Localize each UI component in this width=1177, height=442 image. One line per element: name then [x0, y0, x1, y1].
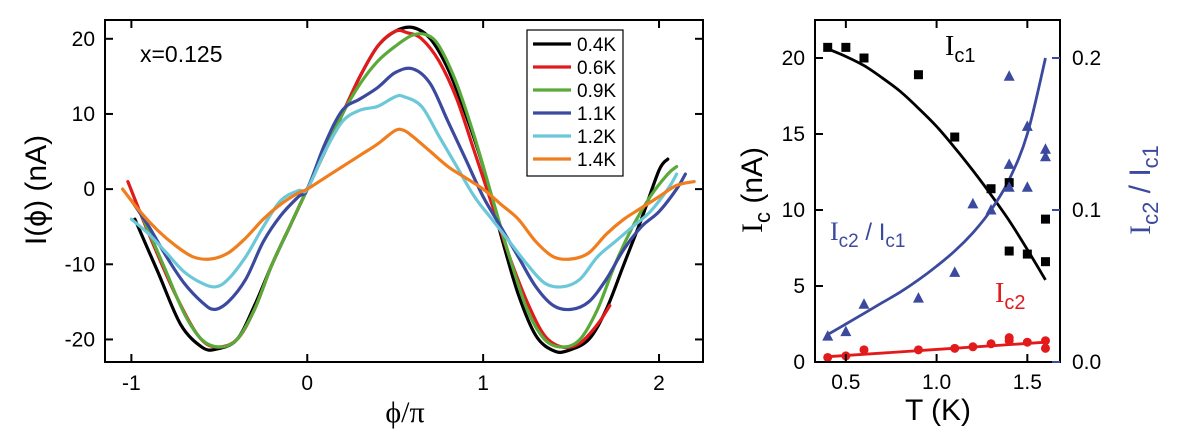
- left-x-axis-label: ϕ/π: [385, 396, 424, 429]
- right-x-tick-label: 0.5: [831, 371, 860, 394]
- right-panel: 0.5 1.0 1.5 0 5 10 15 20 0.0 0.1 0.2 T (K) Ic (nA)…: [736, 19, 1163, 427]
- data-point-Ic2-Ic1: [949, 266, 961, 277]
- right-x-axis-label: T (K): [905, 394, 971, 427]
- data-point-Ic2: [950, 343, 960, 353]
- data-point-Ic2: [1022, 337, 1032, 347]
- data-point-Ic2: [1004, 336, 1014, 346]
- data-point-Ic2-Ic1: [1039, 143, 1051, 154]
- data-point-Ic2: [1040, 343, 1050, 353]
- data-point-Ic2-Ic1: [1039, 150, 1051, 162]
- data-point-Ic2: [968, 342, 978, 352]
- legend-label-0.9K: 0.9K: [577, 81, 616, 102]
- data-point-Ic1: [986, 184, 996, 194]
- right-y-tick-label: 15: [782, 123, 805, 146]
- data-point-Ic2: [859, 345, 869, 355]
- data-point-Ic1: [859, 53, 869, 63]
- left-y-tick-label: -20: [65, 328, 95, 351]
- left-y-tick-label: -10: [65, 253, 95, 276]
- series-line-1.1K: [129, 66, 687, 312]
- right-secondary-y-axis-label: Ic2 / Ic1: [1124, 145, 1163, 235]
- right-y-tick-label: 5: [793, 275, 805, 298]
- right-secondary-y-tick-label: 0.0: [1072, 351, 1101, 374]
- fit-line-Ic1-fit: [827, 47, 1047, 281]
- right-ticks: 0.5 1.0 1.5 0 5 10 15 20 0.0 0.1 0.2: [782, 20, 1101, 394]
- data-point-Ic2-Ic1: [985, 204, 997, 215]
- data-point-Ic1: [1004, 246, 1014, 256]
- data-point-Ic1: [950, 132, 960, 142]
- left-x-tick-label: -1: [122, 372, 141, 395]
- legend-label-1.1K: 1.1K: [577, 104, 616, 125]
- left-y-tick-label: 10: [72, 103, 95, 126]
- left-series-group: [121, 25, 696, 354]
- left-x-tick-label: 1: [477, 372, 489, 395]
- data-point-Ic1: [1040, 214, 1050, 224]
- data-point-Ic2-Ic1: [1021, 181, 1033, 192]
- legend-box: [526, 29, 624, 177]
- right-secondary-y-tick-label: 0.1: [1072, 199, 1101, 222]
- ratio-annotation: Ic2 / Ic1: [830, 217, 906, 252]
- data-point-Ic2-Ic1: [822, 330, 834, 341]
- left-y-axis-label: I(ϕ) (nA): [20, 135, 53, 245]
- ic-symbol: I: [736, 223, 769, 233]
- data-point-Ic2-Ic1: [858, 298, 870, 309]
- ic-units: (nA): [736, 147, 769, 212]
- data-point-Ic2-Ic1: [1003, 181, 1015, 192]
- data-point-Ic2-Ic1: [1021, 120, 1033, 131]
- right-y-axis-label: Ic (nA): [736, 147, 775, 233]
- series-line-0.9K: [138, 32, 679, 349]
- data-point-Ic1: [1040, 257, 1050, 267]
- right-x-tick-label: 1.5: [1013, 371, 1042, 394]
- data-point-Ic2: [913, 345, 923, 355]
- legend-label-1.4K: 1.4K: [577, 150, 616, 171]
- legend-label-1.2K: 1.2K: [577, 127, 616, 148]
- data-point-Ic2: [1040, 336, 1050, 346]
- data-point-Ic1: [913, 70, 923, 80]
- left-x-tick-label: 0: [301, 372, 313, 395]
- data-point-Ic2-Ic1: [1003, 70, 1015, 81]
- data-point-Ic1: [1022, 249, 1032, 259]
- series-line-1.2K: [129, 93, 679, 289]
- composition-annotation: x=0.125: [140, 41, 223, 67]
- data-point-Ic2-Ic1: [912, 292, 924, 303]
- legend-label-0.4K: 0.4K: [577, 35, 616, 56]
- ic-subscript: c: [750, 212, 775, 223]
- legend: 0.4K0.6K0.9K1.1K1.2K1.4K: [526, 29, 624, 177]
- right-x-tick-label: 1.0: [922, 371, 951, 394]
- right-secondary-y-tick-label: 0.2: [1072, 47, 1101, 70]
- right-y-tick-label: 10: [782, 199, 805, 222]
- left-plot-frame: [104, 19, 704, 363]
- left-y-tick-label: 0: [83, 178, 95, 201]
- data-point-Ic1: [841, 42, 851, 52]
- left-x-tick-label: 2: [653, 372, 665, 395]
- legend-entries: 0.4K0.6K0.9K1.1K1.2K1.4K: [533, 35, 616, 171]
- ic2-annotation: Ic2: [995, 278, 1025, 314]
- right-y-tick-label: 20: [782, 47, 805, 70]
- legend-label-0.6K: 0.6K: [577, 58, 616, 79]
- data-point-Ic1: [823, 42, 833, 52]
- right-series-group: [822, 42, 1051, 362]
- data-point-Ic2: [986, 339, 996, 349]
- ic1-annotation: Ic1: [945, 31, 975, 67]
- data-point-Ic2-Ic1: [840, 325, 852, 337]
- series-line-1.4K: [121, 127, 696, 261]
- data-point-Ic2: [823, 352, 833, 362]
- data-point-Ic2-Ic1: [1003, 158, 1015, 169]
- left-y-tick-label: 20: [72, 28, 95, 51]
- data-point-Ic2-Ic1: [967, 197, 979, 209]
- right-y-tick-label: 0: [793, 351, 805, 374]
